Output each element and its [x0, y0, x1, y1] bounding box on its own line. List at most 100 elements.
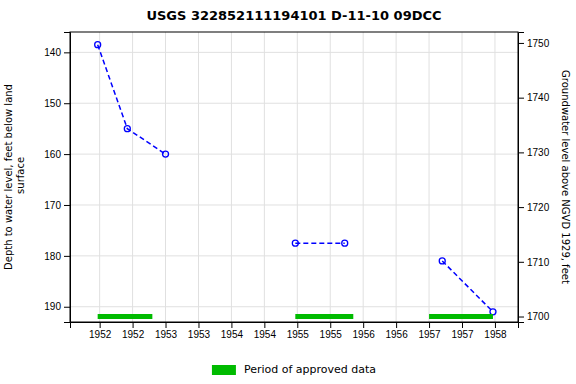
tick: 180: [44, 251, 70, 262]
tick-mark: [518, 207, 524, 208]
grid-line: [70, 306, 518, 307]
grid-line: [396, 32, 397, 322]
tick-mark: [297, 322, 298, 328]
grid-line: [70, 204, 518, 205]
grid-line: [462, 32, 463, 322]
grid: [70, 32, 518, 322]
data-point: [342, 240, 348, 246]
tick: 1955: [287, 322, 310, 340]
tick-label: 1957: [451, 329, 474, 340]
grid-line: [198, 32, 199, 322]
tick: 1956: [385, 322, 408, 340]
tick-label: 1750: [527, 38, 550, 49]
tick-mark: [64, 205, 70, 206]
data-point: [124, 126, 130, 132]
axis-line: [64, 33, 71, 323]
grid-line: [297, 32, 298, 322]
tick: 1750: [518, 38, 550, 49]
tick-mark: [495, 322, 496, 328]
tick-label: 180: [44, 251, 61, 262]
tick: 1740: [518, 92, 550, 103]
chart: 1952 1952 1953 1953 1954 1954 1955 1955 1956 1956…: [0, 0, 576, 384]
tick-mark: [462, 322, 463, 328]
tick: 140: [44, 47, 70, 58]
tick-mark: [64, 103, 70, 104]
marks: [95, 42, 496, 319]
data-point: [439, 258, 445, 264]
tick: 160: [44, 149, 70, 160]
tick-label: 170: [44, 200, 61, 211]
tick: 1958: [484, 322, 507, 340]
tick: 1700: [518, 311, 550, 322]
grid-line: [363, 32, 364, 322]
grid-line: [70, 103, 518, 104]
tick-label: 150: [44, 98, 61, 109]
plot: 1952 1952 1953 1953 1954 1954 1955 1955 1956 1956…: [3, 32, 571, 340]
tick-label: 1710: [527, 257, 550, 268]
tick-label: 160: [44, 149, 61, 160]
data-point: [95, 42, 101, 48]
approved-period: [98, 314, 153, 319]
tick-label: 1740: [527, 92, 550, 103]
grid-line: [231, 32, 232, 322]
tick-label: 1956: [353, 329, 376, 340]
tick: 1953: [188, 322, 211, 340]
grid-line: [70, 52, 518, 53]
tick: 1953: [155, 322, 178, 340]
tick: 150: [44, 98, 70, 109]
tick-mark: [330, 322, 331, 328]
tick: 1955: [320, 322, 343, 340]
series-line: [98, 45, 493, 312]
tick-mark: [100, 322, 101, 328]
tick: 190: [44, 301, 70, 312]
tick-label: 1956: [385, 329, 408, 340]
tick: 1954: [221, 322, 244, 340]
y2-axis-label: Groundwater level above NGVD 1929, feet: [560, 70, 571, 284]
tick-mark: [64, 256, 70, 257]
grid-line: [132, 32, 133, 322]
grid-line: [429, 32, 430, 322]
tick-mark: [264, 322, 265, 328]
data-point: [490, 309, 496, 315]
tick: 1957: [451, 322, 474, 340]
tick: 1952: [89, 322, 112, 340]
tick-label: 140: [44, 47, 61, 58]
legend-label: Period of approved data: [244, 363, 376, 376]
tick-mark: [198, 322, 199, 328]
grid-line: [494, 32, 495, 322]
tick-label: 1958: [484, 329, 507, 340]
grid-line: [70, 255, 518, 256]
tick-mark: [166, 322, 167, 328]
tick-label: 190: [44, 301, 61, 312]
tick-mark: [133, 322, 134, 328]
tick: 1957: [418, 322, 441, 340]
y2-axis: 1700 1710 1720 1730 1740 1750: [518, 33, 550, 323]
tick: 1954: [254, 322, 277, 340]
tick-mark: [518, 317, 524, 318]
tick-mark: [518, 98, 524, 99]
tick-mark: [64, 52, 70, 53]
tick-label: 1720: [527, 202, 550, 213]
axis-line: [519, 33, 525, 323]
legend: Period of approved data: [212, 363, 376, 376]
tick: 1720: [518, 202, 550, 213]
grid-line: [165, 32, 166, 322]
approved-period: [295, 314, 353, 319]
tick-mark: [231, 322, 232, 328]
data-point: [163, 151, 169, 157]
tick-mark: [429, 322, 430, 328]
tick: 1952: [122, 322, 145, 340]
tick-label: 1954: [254, 329, 277, 340]
tick-label: 1953: [155, 329, 178, 340]
grid-line: [99, 32, 100, 322]
data-point: [292, 240, 298, 246]
tick: 1730: [518, 147, 550, 158]
grid-line: [264, 32, 265, 322]
approved-period: [429, 314, 493, 319]
title: USGS 322852111194101 D-11-10 09DCC: [146, 8, 441, 23]
tick-label: 1730: [527, 147, 550, 158]
tick-mark: [518, 152, 524, 153]
tick: 170: [44, 200, 70, 211]
tick-mark: [518, 43, 524, 44]
tick-mark: [64, 154, 70, 155]
